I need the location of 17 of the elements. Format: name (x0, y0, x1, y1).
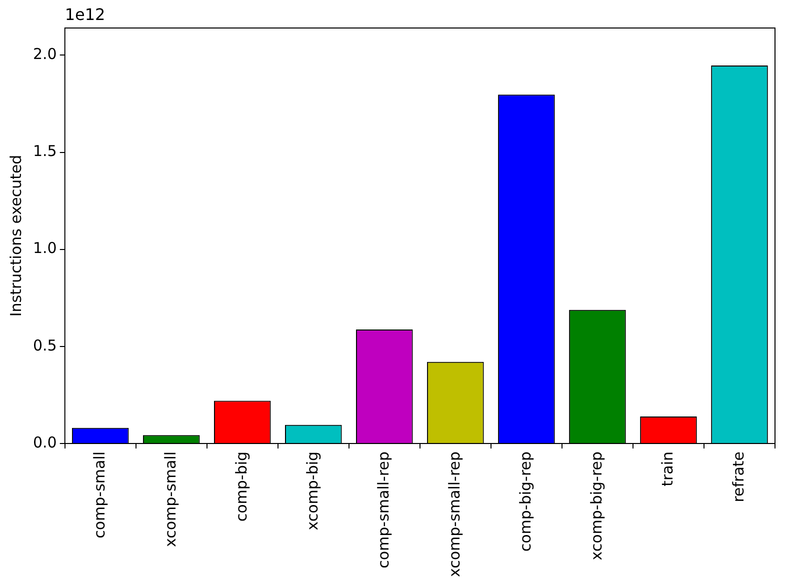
x-tick-label: refrate (729, 451, 748, 502)
y-tick-label: 1.5 (32, 142, 57, 160)
y-axis-title: Instructions executed (6, 154, 25, 317)
x-tick-label: xcomp-small-rep (445, 451, 464, 578)
y-tick-label: 2.0 (32, 45, 57, 64)
x-tick-label: xcomp-small (161, 451, 180, 548)
text: 1e12 (64, 5, 106, 24)
y-tick-label: 0.0 (32, 433, 57, 452)
x-tick-label: comp-big (232, 451, 250, 522)
x-tick-label: comp-small (90, 451, 108, 538)
x-tick-label: comp-small-rep (374, 451, 392, 568)
y-tick-label: 0.5 (32, 336, 57, 354)
x-tick-label: train (658, 451, 676, 486)
x-tick-label: xcomp-big (303, 451, 322, 530)
y-tick-label: 1.0 (32, 239, 57, 258)
x-tick-label: xcomp-big-rep (587, 451, 606, 560)
x-tick-label: comp-big-rep (516, 451, 534, 552)
